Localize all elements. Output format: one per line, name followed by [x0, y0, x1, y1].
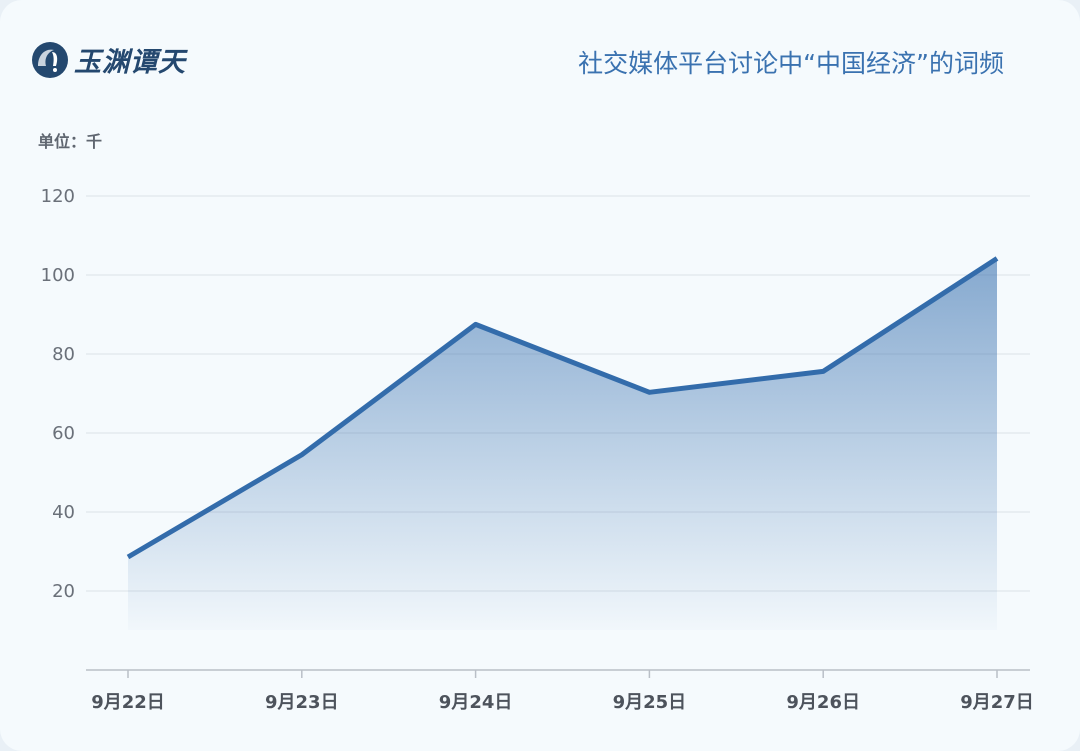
y-tick-label: 80	[52, 344, 75, 365]
y-tick-label: 20	[52, 581, 75, 602]
series-line	[126, 256, 999, 560]
logo-emblem-icon	[32, 41, 68, 78]
y-tick-label: 120	[41, 186, 75, 207]
x-tick-label: 9月27日	[960, 692, 1034, 713]
logo: 玉渊谭天	[32, 40, 186, 79]
x-tick-label: 9月22日	[91, 692, 165, 713]
x-tick-label: 9月23日	[265, 692, 339, 713]
y-tick-label: 40	[52, 502, 75, 523]
chart-title: 社交媒体平台讨论中“中国经济”的词频	[578, 49, 1004, 78]
area-fill	[128, 258, 997, 630]
x-tick-label: 9月24日	[439, 692, 513, 713]
x-tick-label: 9月25日	[613, 692, 687, 713]
unit-label: 单位：千	[38, 132, 103, 151]
logo-text: 玉渊谭天	[74, 47, 186, 78]
y-tick-label: 100	[41, 265, 75, 286]
y-tick-label: 60	[52, 423, 75, 444]
x-tick-label: 9月26日	[786, 692, 860, 713]
